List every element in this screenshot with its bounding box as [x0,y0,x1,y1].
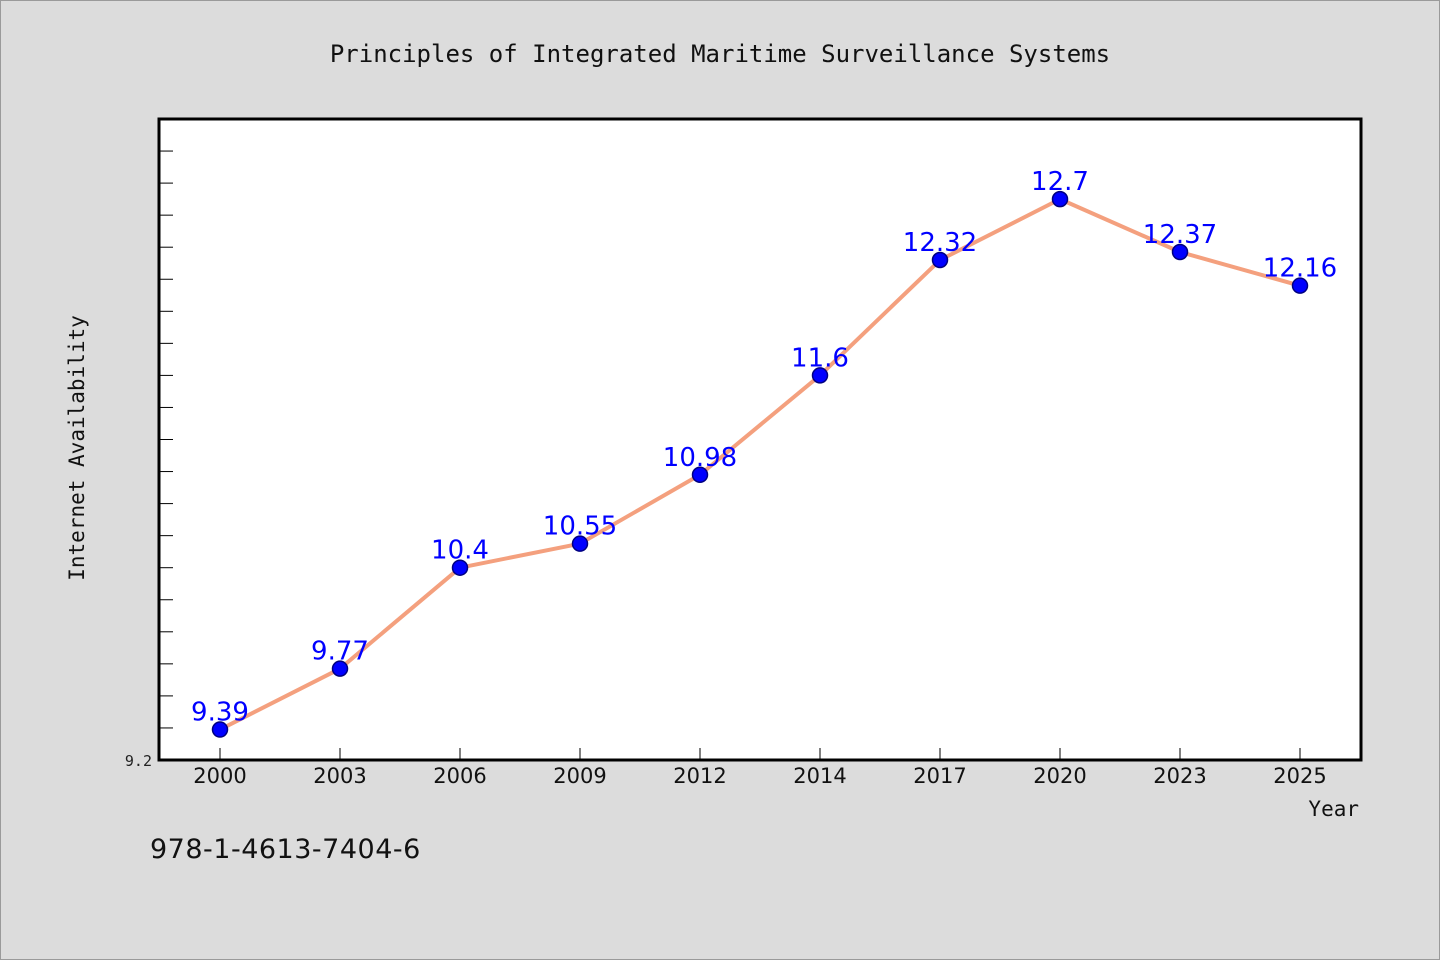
data-point [691,466,709,484]
data-markers [211,190,1309,738]
data-label: 11.6 [791,343,849,373]
data-point [451,559,469,576]
data-label: 12.37 [1143,220,1217,250]
chart-title: Principles of Integrated Maritime Survei… [330,40,1110,68]
data-point [571,535,589,552]
y-tick-label: 9.2 [125,752,152,770]
y-axis-minor-ticks [159,150,173,729]
data-label: 12.7 [1031,167,1089,197]
x-tick-label: 2012 [673,764,726,788]
data-label: 12.16 [1263,254,1337,284]
data-label: 9.39 [191,698,249,728]
x-tick-label: 2009 [553,764,606,788]
data-point [1051,190,1069,208]
x-tick-label: 2023 [1153,764,1206,788]
x-tick-label: 2003 [313,764,366,788]
x-tick-label: 2006 [433,764,486,788]
data-label: 10.4 [431,536,489,566]
x-axis-ticks [219,748,1301,760]
data-point [331,660,349,677]
data-point [931,251,949,269]
x-tick-label: 2017 [913,764,966,788]
data-labels: 9.39 9.77 10.4 10.55 10.98 11.6 12.32 12.7 12.37… [191,167,1337,727]
data-point [211,721,229,738]
data-label: 10.55 [543,512,617,542]
x-tick-label: 2025 [1273,764,1326,788]
data-label: 10.98 [663,443,737,473]
isbn-caption: 978-1-4613-7404-6 [150,834,421,865]
data-point [1171,243,1189,261]
x-tick-label: 2014 [793,764,846,788]
x-axis-tick-labels: 2000 2003 2006 2009 2012 2014 2017 2020 2023 2025 [193,764,1326,788]
y-axis-label: Internet Availability [65,315,89,581]
series-line [218,197,1302,732]
data-point [1291,277,1309,294]
data-label: 12.32 [903,228,977,258]
data-label: 9.77 [311,637,369,667]
x-axis-label: Year [1308,797,1359,821]
x-tick-label: 2020 [1033,764,1086,788]
x-tick-label: 2000 [193,764,246,788]
data-point [811,367,829,384]
